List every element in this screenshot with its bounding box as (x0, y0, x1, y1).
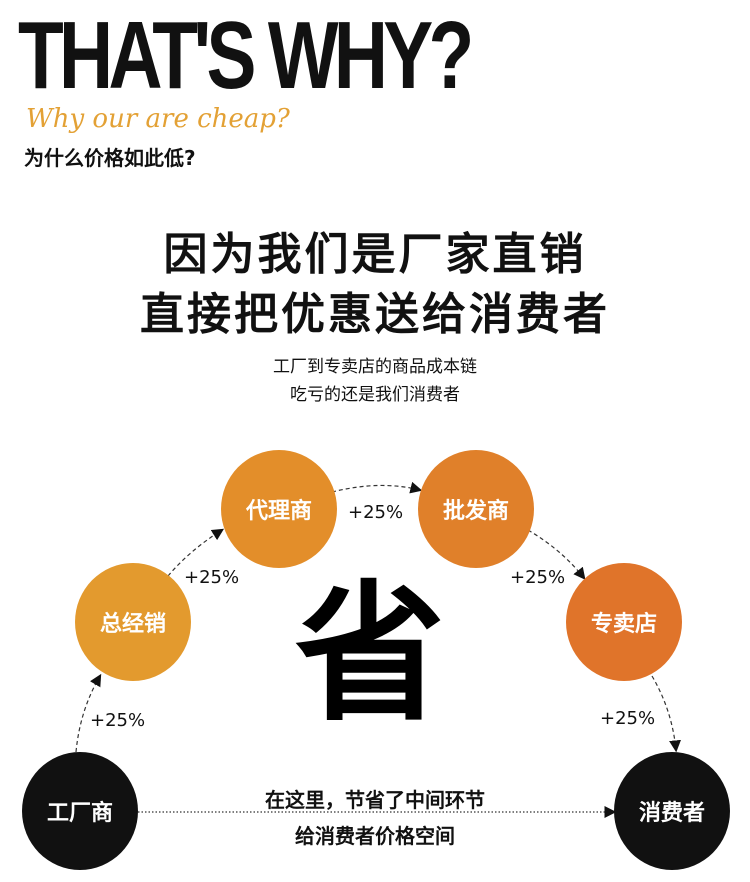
markup-label: +25% (348, 502, 404, 523)
node-consumer: 消费者 (614, 752, 730, 870)
arrow-agent-to-wholesaler (331, 481, 423, 494)
arrow-store-to-consumer (651, 675, 682, 753)
arrow-wholesaler-to-store (527, 529, 586, 580)
arrow-factory-to-distributor (75, 673, 102, 753)
node-label: 工厂商 (46, 801, 113, 826)
main-line-1: 因为我们是厂家直销 (163, 229, 587, 280)
node-store: 专卖店 (566, 563, 682, 681)
headline: THAT'S WHY? (18, 2, 474, 109)
note-line-2: 吃亏的还是我们消费者 (290, 385, 460, 405)
node-label: 总经销 (99, 612, 166, 637)
node-factory: 工厂商 (22, 752, 138, 870)
node-label: 专卖店 (590, 612, 657, 637)
node-label: 批发商 (442, 499, 509, 524)
node-wholesaler: 批发商 (418, 450, 534, 568)
arrow-distributor-to-agent (167, 528, 225, 577)
markup-label: +25% (510, 567, 566, 588)
main-line-2: 直接把优惠送给消费者 (140, 289, 610, 340)
markup-label: +25% (600, 708, 656, 729)
node-general-distributor: 总经销 (75, 563, 191, 681)
bottom-line-1: 在这里，节省了中间环节 (265, 788, 485, 812)
subtitle-english: Why our are cheap? (26, 104, 290, 134)
bottom-line-2: 给消费者价格空间 (295, 824, 455, 848)
note-line-1: 工厂到专卖店的商品成本链 (273, 357, 477, 377)
markup-label: +25% (184, 567, 240, 588)
node-agent: 代理商 (221, 450, 337, 568)
save-character: 省 (295, 568, 446, 742)
markup-label: +25% (90, 710, 146, 731)
subtitle-chinese: 为什么价格如此低? (24, 146, 196, 170)
node-label: 消费者 (638, 801, 705, 826)
node-label: 代理商 (245, 499, 312, 524)
